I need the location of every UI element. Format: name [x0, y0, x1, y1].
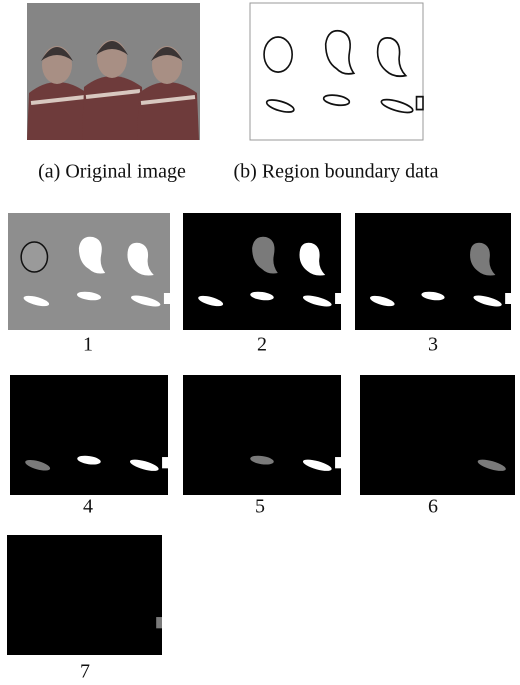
panel-label: 4 [83, 496, 93, 518]
region [505, 293, 511, 304]
jacket [27, 82, 89, 140]
panel-image [10, 375, 168, 495]
panel-label: 3 [428, 334, 438, 356]
region [21, 242, 47, 272]
region [335, 293, 341, 304]
figure: (a) Original image (b) Region boundary d… [0, 0, 520, 685]
panel-label: 7 [80, 661, 90, 683]
panel-image [183, 375, 341, 495]
jacket [137, 82, 199, 140]
panel-label: 2 [257, 334, 267, 356]
panel-image [7, 535, 162, 655]
region [156, 617, 162, 628]
caption: (b) Region boundary data [234, 161, 439, 183]
panel-label: 5 [255, 496, 265, 518]
region [335, 457, 341, 468]
caption: (a) Original image [38, 161, 186, 183]
panel-label: 6 [428, 496, 438, 518]
region [164, 293, 170, 304]
original-image [27, 3, 200, 140]
panel-label: 1 [83, 334, 93, 356]
panel-image [360, 375, 515, 495]
region [162, 457, 168, 468]
jacket [82, 76, 144, 140]
panel-content [156, 617, 162, 628]
